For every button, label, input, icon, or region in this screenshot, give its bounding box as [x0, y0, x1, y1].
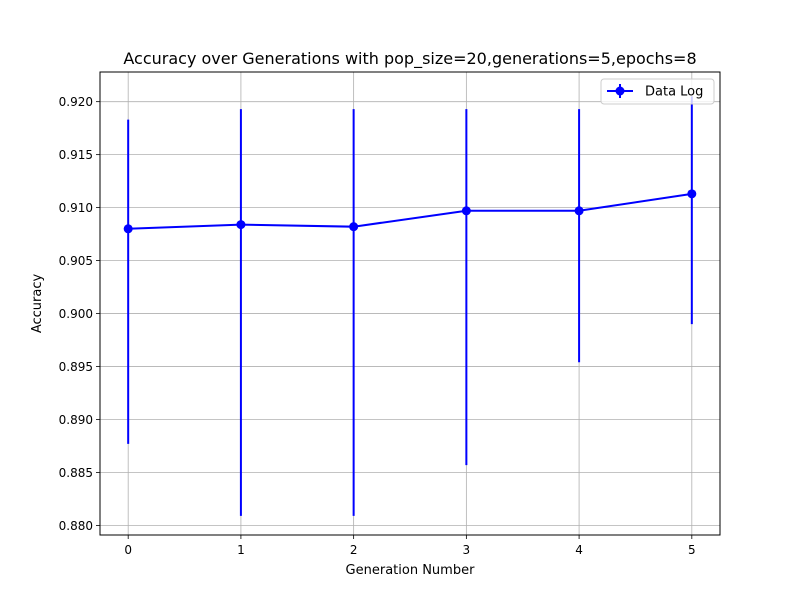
ticks: 0 1 2 3 4 5 0.880 0.885 0.890 0.895 0.900 0.905 0.91…: [59, 95, 696, 557]
y-tick-label: 0.920: [59, 95, 93, 109]
data-point: [687, 189, 697, 199]
x-tick-label: 3: [463, 543, 471, 557]
y-tick-label: 0.885: [59, 466, 93, 480]
chart-title: Accuracy over Generations with pop_size=…: [123, 49, 696, 69]
x-tick-label: 0: [124, 543, 132, 557]
plot-frame: [99, 71, 721, 536]
legend-label: Data Log: [645, 85, 703, 100]
data-point: [123, 224, 133, 234]
x-tick-label: 1: [237, 543, 245, 557]
x-tick-label: 5: [688, 543, 696, 557]
data-point: [349, 222, 359, 232]
series-line: [128, 192, 692, 230]
legend-marker-swatch: [615, 86, 625, 96]
data-series: [123, 96, 697, 516]
y-axis-label: Accuracy: [30, 274, 45, 334]
y-tick-label: 0.915: [59, 148, 93, 162]
data-point: [236, 220, 246, 230]
x-tick-label: 4: [575, 543, 583, 557]
y-tick-label: 0.895: [59, 360, 93, 374]
y-tick-label: 0.900: [59, 307, 93, 321]
legend-box: [600, 78, 715, 105]
y-tick-label: 0.890: [59, 413, 93, 427]
y-tick-label: 0.910: [59, 201, 93, 215]
y-tick-label: 0.905: [59, 254, 93, 268]
x-axis-label: Generation Number: [346, 563, 476, 578]
data-point: [574, 206, 584, 216]
y-tick-label: 0.880: [59, 519, 93, 533]
legend: Data Log: [600, 78, 715, 105]
data-point: [461, 206, 471, 216]
x-tick-label: 2: [350, 543, 358, 557]
